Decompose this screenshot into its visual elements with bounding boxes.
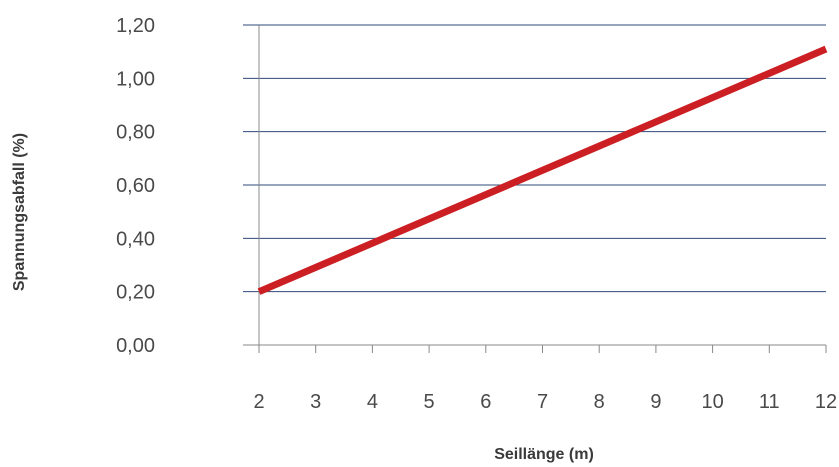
x-tick-labels: 2 3 4 5 6 7 8 9 10 11 12 [253, 391, 837, 413]
y-tick-label: 0,00 [116, 335, 155, 357]
y-tick-labels: 0,00 0,20 0,40 0,60 0,80 1,00 1,20 [116, 15, 155, 357]
y-tick-label: 0,20 [116, 282, 155, 304]
y-tick-label: 1,00 [116, 68, 155, 90]
x-axis-title: Seillänge (m) [494, 446, 594, 463]
y-tick-label: 0,80 [116, 122, 155, 144]
x-tick-label: 4 [367, 391, 378, 413]
series-group [257, 45, 828, 295]
y-tick-label: 0,60 [116, 175, 155, 197]
y-tick-label: 0,40 [116, 228, 155, 250]
x-tick-label: 8 [594, 391, 605, 413]
x-tick-label: 2 [253, 391, 264, 413]
gridlines [243, 24, 826, 293]
series-line-0 [257, 45, 828, 295]
axes [243, 25, 827, 353]
x-tick-label: 10 [701, 391, 723, 413]
y-tick-label: 1,20 [116, 15, 155, 37]
x-tick-label: 9 [650, 391, 661, 413]
x-tick-label: 11 [759, 391, 780, 413]
x-tick-label: 5 [424, 391, 435, 413]
x-tick-label: 7 [537, 391, 548, 413]
x-tick-label: 12 [815, 391, 837, 413]
x-tick-label: 6 [480, 391, 491, 413]
x-tick-label: 3 [310, 391, 321, 413]
y-axis-title: Spannungsabfall (%) [11, 133, 28, 291]
